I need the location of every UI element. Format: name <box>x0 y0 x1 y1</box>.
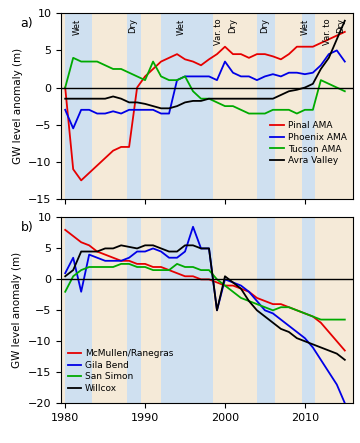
Text: a): a) <box>21 17 33 30</box>
Bar <box>65 218 91 403</box>
Legend: Pinal AMA, Phoenix AMA, Tucson AMA, Avra Valley: Pinal AMA, Phoenix AMA, Tucson AMA, Avra… <box>269 119 348 167</box>
Bar <box>161 13 213 199</box>
Bar <box>127 218 141 403</box>
Bar <box>65 13 91 199</box>
Bar <box>127 13 141 199</box>
Text: Dry: Dry <box>336 19 345 34</box>
Text: Var. to: Var. to <box>214 19 223 45</box>
Text: Wet: Wet <box>73 19 82 35</box>
Text: Wet: Wet <box>300 19 309 35</box>
Bar <box>257 218 275 403</box>
Text: Wet: Wet <box>176 19 185 35</box>
Text: Dry: Dry <box>229 19 238 34</box>
Text: Dry: Dry <box>129 19 138 34</box>
Bar <box>161 218 213 403</box>
Y-axis label: GW level anomaly (m): GW level anomaly (m) <box>13 252 22 369</box>
Text: Dry: Dry <box>260 19 269 34</box>
Legend: McMullen/Ranegras, Gila Bend, San Simon, Willcox: McMullen/Ranegras, Gila Bend, San Simon,… <box>66 347 175 395</box>
Text: Var. to: Var. to <box>323 19 332 45</box>
Text: b): b) <box>21 221 33 234</box>
Y-axis label: GW level anomaly (m): GW level anomaly (m) <box>13 48 23 164</box>
Bar <box>302 13 315 199</box>
Bar <box>257 13 275 199</box>
Bar <box>302 218 315 403</box>
